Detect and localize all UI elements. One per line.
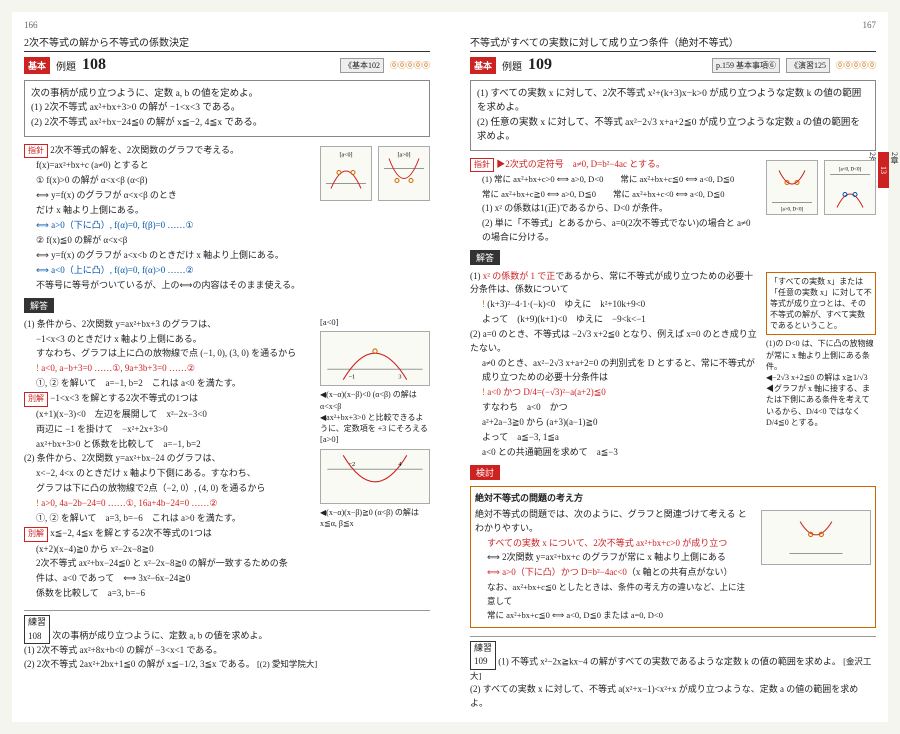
- shishin-label: 指針: [470, 158, 494, 172]
- svg-text:4: 4: [398, 461, 402, 468]
- difficulty-dots: ⓪⓪⓪⓪⓪: [836, 60, 876, 71]
- svg-text:[a>0, D<0]: [a>0, D<0]: [781, 208, 804, 213]
- graph-a-negative: [a<0]: [320, 146, 372, 201]
- graph-kentou: [761, 510, 871, 565]
- kaito-label: 解答: [24, 298, 54, 313]
- graph-sol2: −2 4: [320, 449, 430, 504]
- graph-neg-d-neg: [a<0, D<0]: [824, 160, 876, 215]
- ref: 《基本102: [340, 58, 384, 73]
- difficulty-dots: ⓪⓪⓪⓪⓪: [390, 60, 430, 71]
- graph-pos-d-neg: [a>0, D<0]: [766, 160, 818, 215]
- problem-statement: 次の事柄が成り立つように、定数 a, b の値を定めよ。 (1) 2次不等式 a…: [24, 80, 430, 137]
- exercise-block: 練習109 (1) 不等式 x²−2x≧kx−4 の解がすべての実数であるような…: [470, 636, 876, 711]
- shishin-label: 指針: [24, 144, 48, 158]
- graph-a-positive: [a>0]: [378, 146, 430, 201]
- exercise-label: 練習108: [24, 615, 50, 644]
- betsu-label: 別解: [24, 392, 48, 406]
- exercise-block: 練習108 次の事柄が成り立つように、定数 a, b の値を求めよ。 (1) 2…: [24, 610, 430, 671]
- ref1: p.159 基本事項⑥: [712, 58, 780, 73]
- exercise-label: 練習109: [470, 641, 496, 670]
- problem-header: 基本 例題 109 p.159 基本事項⑥ 《演習125 ⓪⓪⓪⓪⓪: [470, 56, 876, 74]
- subtitle: 例題: [56, 58, 76, 73]
- svg-text:−2: −2: [349, 461, 356, 468]
- svg-text:[a>0]: [a>0]: [397, 152, 410, 158]
- page-number-right: 167: [470, 20, 876, 30]
- section-title: 2次不等式の解から不等式の係数決定: [24, 34, 430, 52]
- problem-number: 108: [82, 56, 106, 74]
- page-number-left: 166: [24, 20, 430, 30]
- chapter-tab: 2章 13 2次不等式: [888, 152, 900, 188]
- side-note: 「すべての実数 x」または「任意の実数 x」に対して不等式が成り立つとは、その不…: [766, 272, 876, 336]
- problem-header: 基本 例題 108 《基本102 ⓪⓪⓪⓪⓪: [24, 56, 430, 74]
- badge: 基本: [470, 57, 496, 74]
- problem-statement: (1) すべての実数 x に対して、2次不等式 x²+(k+3)x−k>0 が成…: [470, 80, 876, 151]
- graph-sol1: −1 3: [320, 331, 430, 386]
- svg-text:−1: −1: [349, 374, 356, 381]
- svg-text:[a<0]: [a<0]: [339, 152, 352, 158]
- subtitle: 例題: [502, 58, 522, 73]
- kaito-label: 解答: [470, 250, 500, 265]
- svg-text:3: 3: [398, 374, 401, 381]
- ref2: 《演習125: [786, 58, 830, 73]
- problem-number: 109: [528, 56, 552, 74]
- svg-text:[a<0, D<0]: [a<0, D<0]: [839, 168, 862, 173]
- kentou-label: 検討: [470, 465, 500, 480]
- badge: 基本: [24, 57, 50, 74]
- section-title: 不等式がすべての実数に対して成り立つ条件（絶対不等式）: [470, 34, 876, 52]
